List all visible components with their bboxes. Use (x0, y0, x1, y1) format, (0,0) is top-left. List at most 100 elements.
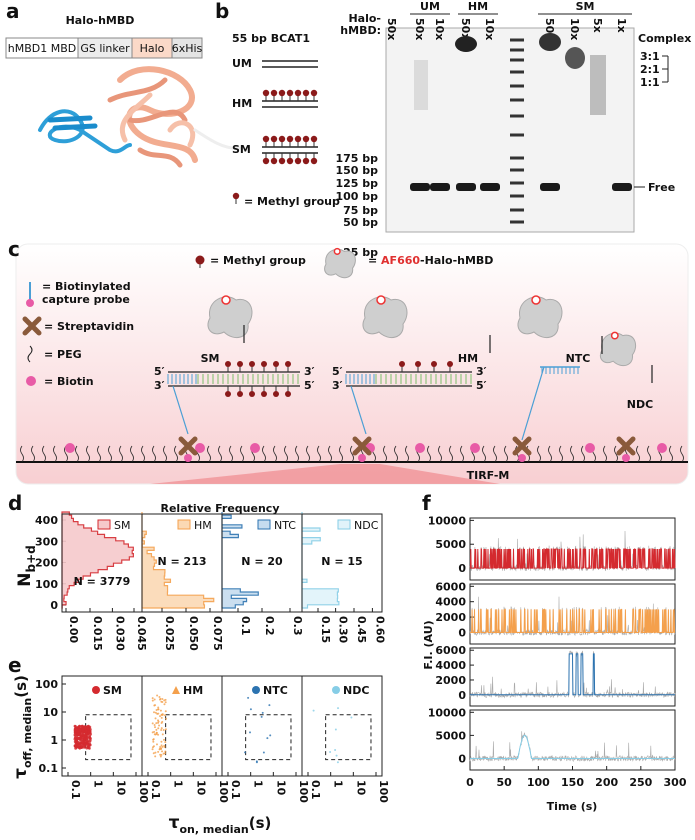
scatter-point (154, 755, 157, 758)
protein-icon (599, 332, 637, 367)
biotin (195, 443, 205, 453)
legend-text: = Biotinylated (42, 280, 131, 293)
biotin (358, 454, 366, 462)
strand-end: 5′ (332, 365, 343, 378)
methyl-group (415, 361, 421, 367)
scatter-point (247, 696, 250, 699)
peg-icon (27, 345, 33, 363)
scatter-point (261, 711, 264, 714)
x-tick-label: 0.030 (113, 616, 126, 651)
scatter-point (81, 728, 85, 732)
scatter-point (88, 728, 92, 731)
n-label: N = 213 (157, 555, 206, 568)
scatter-point (161, 745, 164, 748)
scatter-point (75, 729, 79, 733)
text-part: τ (169, 813, 180, 833)
x-tick-label: 250 (629, 776, 652, 789)
idealized-trace (469, 548, 676, 569)
scatter-point (160, 753, 163, 756)
scatter-point (81, 733, 85, 737)
peg (559, 445, 563, 463)
ladder-label: 100 bp (335, 190, 378, 203)
ladder-band (510, 114, 524, 118)
scatter-point (78, 733, 82, 736)
legend-text: capture probe (42, 293, 130, 306)
x-tick-label: 0.3 (291, 616, 304, 636)
group-header: UM (420, 0, 440, 13)
x-tick-label: 100 (217, 780, 230, 803)
peg (163, 445, 167, 463)
y-tick-label: 6000 (435, 580, 466, 593)
ladder-band (510, 168, 524, 172)
linker (350, 385, 367, 435)
condition-label: SM (201, 352, 220, 365)
ladder-band (510, 156, 524, 160)
methyl-group (285, 391, 291, 397)
scatter-point (155, 722, 158, 725)
peg (317, 445, 321, 463)
segment-label: Halo (140, 42, 165, 55)
scatter-point (153, 730, 156, 733)
methyl-group (270, 157, 278, 165)
scatter-point (249, 708, 252, 711)
scatter-point (76, 740, 80, 744)
scatter-point (154, 726, 157, 729)
scatter-point (161, 733, 164, 736)
dna-type: HM (232, 97, 252, 110)
biotin (470, 443, 480, 453)
peg (64, 445, 68, 463)
methyl-group (232, 192, 240, 200)
methyl-group (286, 89, 294, 97)
legend-label: NDC (354, 519, 379, 532)
ladder-band (510, 48, 524, 52)
scatter-point (85, 746, 89, 750)
methyl-group (294, 89, 302, 97)
peg (570, 445, 574, 463)
free-band (480, 183, 500, 191)
scatter-point (160, 747, 163, 750)
y-axis-label: Nb+d (15, 545, 38, 586)
lane-label: 5x (591, 18, 604, 33)
biotin (518, 454, 526, 462)
peg (493, 445, 497, 463)
scatter-point (151, 722, 154, 725)
x-tick-label: 1 (92, 780, 105, 788)
methyl-group (273, 391, 279, 397)
scatter-point (80, 745, 84, 749)
scatter-point (249, 731, 252, 734)
scatter-point (153, 733, 156, 736)
text-part: off, median (21, 698, 34, 768)
ladder-label: 50 bp (343, 216, 378, 229)
annotation: Free (648, 181, 675, 194)
x-tick-label: 0.1 (239, 616, 252, 636)
x-tick-label: 0.1 (229, 780, 242, 800)
scatter-point (153, 698, 156, 701)
peg (75, 445, 79, 463)
title: Halo-hMBD (66, 14, 135, 27)
legend-label: HM (183, 684, 203, 697)
x-tick-label: 300 (664, 776, 687, 789)
x-tick-label: 1 (332, 780, 345, 788)
title: Relative Frequency (161, 502, 280, 515)
protein-icon (517, 296, 563, 339)
scatter-point (162, 738, 165, 741)
scatter-point (153, 724, 156, 727)
ladder-band (510, 181, 524, 185)
scatter-point (154, 711, 157, 714)
text-part: b+d (24, 545, 38, 572)
peg (449, 445, 453, 463)
peg (42, 445, 46, 463)
peg (350, 445, 354, 463)
strand-end: 3′ (332, 379, 343, 392)
x-axis-label: τon, median(s) (169, 813, 272, 836)
methyl-group (237, 391, 243, 397)
y-tick-label: 0.1 (39, 762, 59, 775)
peg (152, 445, 156, 463)
scatter-point (334, 728, 337, 731)
scatter-point (88, 740, 92, 743)
scatter-point (153, 704, 156, 707)
dna-type: UM (232, 57, 252, 70)
streptavidin-icon (22, 316, 42, 336)
ladder-label: 125 bp (335, 177, 378, 190)
protein-icon (207, 296, 253, 339)
